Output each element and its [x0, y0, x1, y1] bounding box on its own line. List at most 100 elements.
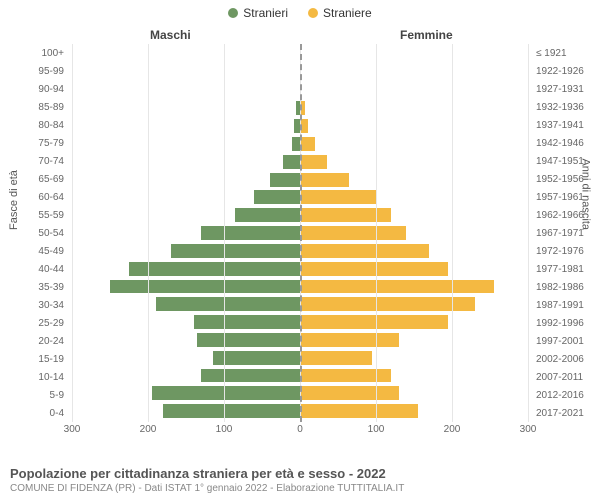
- age-label: 55-59: [0, 206, 68, 224]
- age-label: 5-9: [0, 386, 68, 404]
- birth-year-label: 2002-2006: [532, 350, 600, 368]
- age-label: 95-99: [0, 62, 68, 80]
- birth-year-label: 1947-1951: [532, 152, 600, 170]
- birth-year-label: 1982-1986: [532, 278, 600, 296]
- plot: [72, 44, 528, 422]
- bar-female: [300, 173, 349, 187]
- footer-subtitle: COMUNE DI FIDENZA (PR) - Dati ISTAT 1° g…: [10, 483, 590, 494]
- x-tick-label: 300: [520, 424, 537, 435]
- age-label: 65-69: [0, 170, 68, 188]
- age-label: 60-64: [0, 188, 68, 206]
- age-label: 40-44: [0, 260, 68, 278]
- center-divider: [300, 44, 302, 422]
- chart-area: 3002001000100200300: [72, 44, 528, 440]
- age-label: 100+: [0, 44, 68, 62]
- bar-male: [129, 262, 300, 276]
- bar-female: [300, 297, 475, 311]
- birth-year-label: 1997-2001: [532, 332, 600, 350]
- bar-female: [300, 369, 391, 383]
- bar-female: [300, 190, 376, 204]
- x-axis: 3002001000100200300: [72, 422, 528, 440]
- legend-item-male: Stranieri: [228, 6, 288, 20]
- bar-male: [194, 315, 300, 329]
- bar-male: [156, 297, 300, 311]
- footer: Popolazione per cittadinanza straniera p…: [10, 466, 590, 494]
- bar-male: [254, 190, 300, 204]
- header-female: Femmine: [400, 28, 453, 42]
- birth-year-label: 1972-1976: [532, 242, 600, 260]
- birth-year-label: 1927-1931: [532, 80, 600, 98]
- birth-year-label: 1987-1991: [532, 296, 600, 314]
- bar-male: [110, 280, 300, 294]
- x-tick-label: 0: [297, 424, 303, 435]
- grid-line: [148, 44, 149, 422]
- x-tick-label: 300: [64, 424, 81, 435]
- birth-year-label: 1932-1936: [532, 98, 600, 116]
- birth-year-label: 1992-1996: [532, 314, 600, 332]
- age-label: 70-74: [0, 152, 68, 170]
- age-label: 75-79: [0, 134, 68, 152]
- birth-year-label: 1937-1941: [532, 116, 600, 134]
- bar-male: [292, 137, 300, 151]
- birth-year-label: 1962-1966: [532, 206, 600, 224]
- legend: Stranieri Straniere: [0, 0, 600, 22]
- age-label: 10-14: [0, 368, 68, 386]
- bar-male: [201, 369, 300, 383]
- birth-year-label: 2012-2016: [532, 386, 600, 404]
- bar-male: [235, 208, 300, 222]
- bar-male: [163, 404, 300, 418]
- bar-female: [300, 280, 494, 294]
- bar-female: [300, 333, 399, 347]
- age-label: 45-49: [0, 242, 68, 260]
- legend-item-female: Straniere: [308, 6, 372, 20]
- bar-male: [213, 351, 300, 365]
- grid-line: [72, 44, 73, 422]
- birth-year-label: 1957-1961: [532, 188, 600, 206]
- bar-male: [152, 386, 300, 400]
- birth-year-label: 1942-1946: [532, 134, 600, 152]
- bar-female: [300, 137, 315, 151]
- grid-line: [376, 44, 377, 422]
- header-male: Maschi: [150, 28, 191, 42]
- legend-swatch-female: [308, 8, 318, 18]
- bar-female: [300, 315, 448, 329]
- chart-container: Stranieri Straniere Maschi Femmine Fasce…: [0, 0, 600, 500]
- legend-label-male: Stranieri: [243, 6, 288, 20]
- bar-male: [201, 226, 300, 240]
- bar-female: [300, 226, 406, 240]
- age-label: 0-4: [0, 404, 68, 422]
- grid-line: [452, 44, 453, 422]
- bar-female: [300, 244, 429, 258]
- bar-male: [283, 155, 300, 169]
- y-axis-right: ≤ 19211922-19261927-19311932-19361937-19…: [532, 44, 600, 422]
- footer-title: Popolazione per cittadinanza straniera p…: [10, 466, 590, 481]
- birth-year-label: 1967-1971: [532, 224, 600, 242]
- bar-male: [171, 244, 300, 258]
- age-label: 35-39: [0, 278, 68, 296]
- age-label: 25-29: [0, 314, 68, 332]
- bar-female: [300, 208, 391, 222]
- age-label: 50-54: [0, 224, 68, 242]
- birth-year-label: 1977-1981: [532, 260, 600, 278]
- age-label: 15-19: [0, 350, 68, 368]
- birth-year-label: 2017-2021: [532, 404, 600, 422]
- age-label: 30-34: [0, 296, 68, 314]
- bar-female: [300, 386, 399, 400]
- birth-year-label: 1922-1926: [532, 62, 600, 80]
- bar-female: [300, 351, 372, 365]
- age-label: 85-89: [0, 98, 68, 116]
- age-label: 20-24: [0, 332, 68, 350]
- birth-year-label: ≤ 1921: [532, 44, 600, 62]
- x-tick-label: 200: [140, 424, 157, 435]
- bar-male: [270, 173, 300, 187]
- bar-female: [300, 155, 327, 169]
- grid-line: [528, 44, 529, 422]
- legend-swatch-male: [228, 8, 238, 18]
- y-axis-left: 100+95-9990-9485-8980-8475-7970-7465-696…: [0, 44, 68, 422]
- birth-year-label: 1952-1956: [532, 170, 600, 188]
- x-tick-label: 100: [368, 424, 385, 435]
- birth-year-label: 2007-2011: [532, 368, 600, 386]
- bar-female: [300, 404, 418, 418]
- bar-female: [300, 262, 448, 276]
- grid-line: [224, 44, 225, 422]
